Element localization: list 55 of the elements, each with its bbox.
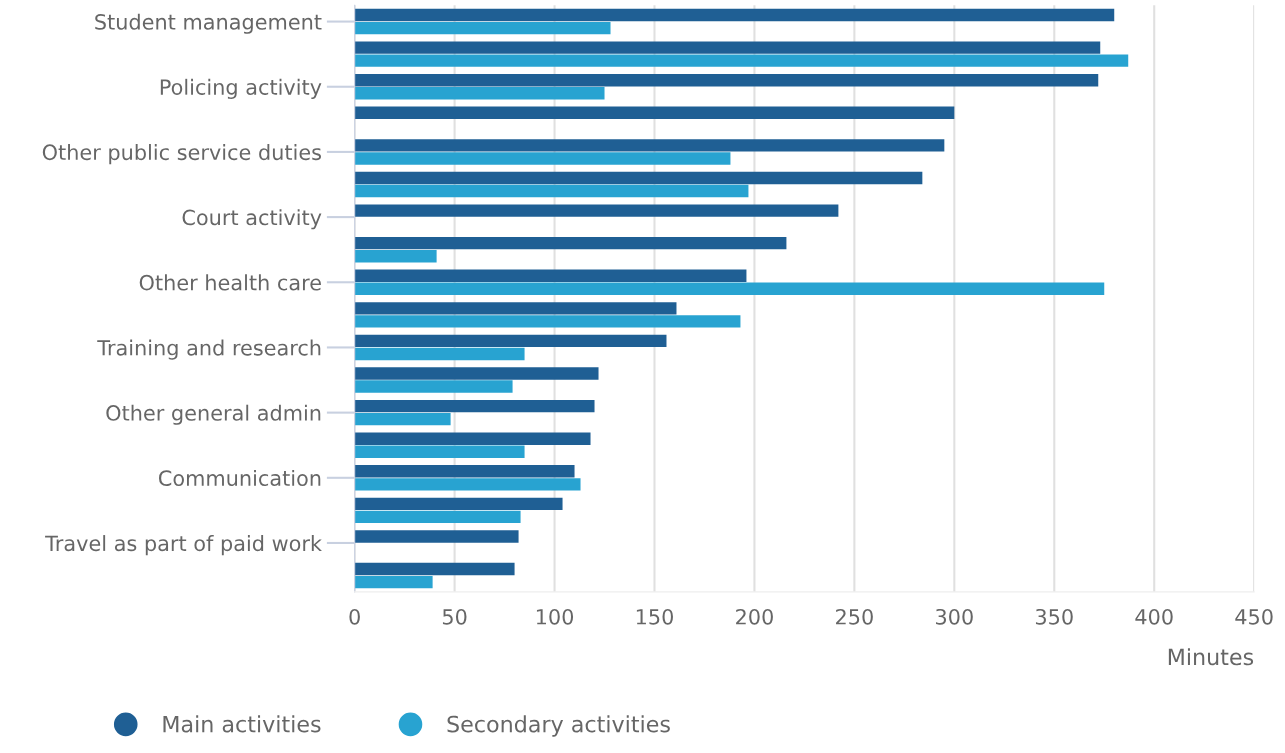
bar: [354, 562, 515, 576]
x-tick-label: 200: [736, 608, 773, 625]
y-tick-label: Student management: [95, 13, 322, 34]
bar: [354, 269, 747, 282]
bar: [354, 575, 433, 589]
x-tick-label: 250: [836, 608, 873, 625]
bar: [354, 380, 513, 393]
bar: [354, 315, 741, 328]
x-tick-label: 50: [442, 608, 467, 625]
x-tick-label: 0: [349, 608, 360, 625]
y-tick-label: Other public service duties: [42, 144, 321, 165]
x-tick-label: 400: [1135, 608, 1173, 625]
bar: [354, 334, 667, 348]
bar: [354, 510, 521, 524]
bar: [354, 367, 599, 380]
bar: [354, 184, 749, 198]
bar: [354, 236, 787, 250]
bar: [354, 465, 575, 478]
bar: [354, 399, 595, 413]
bar: [354, 445, 525, 458]
bar: [354, 412, 451, 426]
bar: [354, 139, 945, 152]
legend-label: Secondary activities: [447, 715, 670, 737]
bar: [354, 347, 525, 361]
y-tick-label: Court activity: [182, 209, 322, 230]
bar: [354, 432, 591, 445]
x-tick-label: 300: [936, 608, 973, 625]
x-tick-label: 350: [1035, 608, 1073, 625]
bar: [354, 21, 611, 35]
x-tick-label: 150: [636, 608, 673, 625]
bar: [354, 171, 923, 185]
bar: [354, 152, 731, 165]
bar: [354, 302, 677, 315]
y-tick-label: Other health care: [139, 274, 321, 291]
bar: [354, 74, 1099, 87]
bar: [354, 250, 437, 263]
y-tick-label: Communication: [158, 469, 321, 487]
bar: [354, 478, 581, 491]
bar: [354, 8, 1115, 22]
x-tick-label: 100: [536, 608, 574, 625]
x-axis-title: Minutes: [1168, 648, 1254, 666]
bar: [354, 87, 605, 100]
y-tick-label: Training and research: [97, 339, 321, 360]
y-tick-label: Policing activity: [160, 78, 322, 99]
bar: [354, 106, 955, 119]
bar: [354, 497, 563, 511]
bar: [354, 54, 1129, 67]
bar: [354, 204, 839, 217]
legend-label: Main activities: [163, 715, 321, 733]
y-tick-label: Travel as part of paid work: [45, 535, 322, 556]
x-tick-label: 450: [1235, 608, 1273, 625]
y-tick-label: Other general admin: [106, 404, 321, 425]
bar: [354, 282, 1105, 295]
bar: [354, 530, 519, 543]
bar: [354, 41, 1101, 54]
